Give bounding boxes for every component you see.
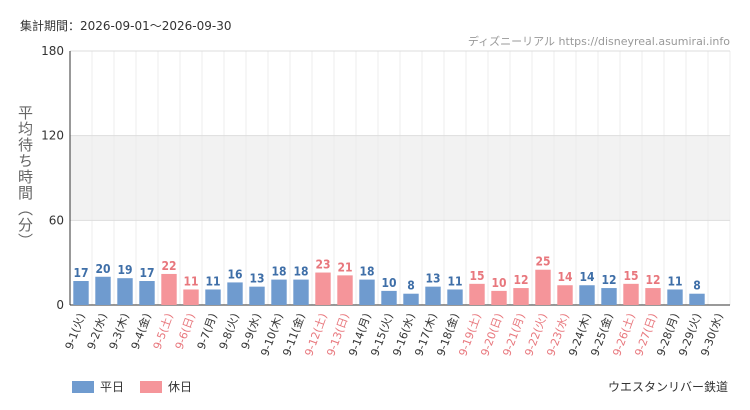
legend: 平日 休日: [72, 378, 192, 395]
y-tick-label: 0: [56, 298, 64, 312]
bar: [95, 276, 111, 305]
data-label: 20: [95, 262, 110, 276]
bar: [535, 269, 551, 305]
data-label: 8: [693, 279, 701, 293]
data-label: 11: [183, 274, 198, 288]
bar: [315, 272, 331, 305]
y-tick-label: 120: [41, 129, 64, 143]
data-label: 14: [579, 270, 595, 284]
data-label: 18: [271, 265, 286, 279]
attraction-name: ウエスタンリバー鉄道: [607, 380, 728, 394]
data-label: 12: [601, 273, 616, 287]
bar: [161, 273, 177, 305]
data-label: 17: [73, 266, 88, 280]
x-tick-label: 9-5(土): [151, 312, 176, 352]
data-label: 18: [359, 265, 374, 279]
bar: [293, 279, 309, 305]
bar: [271, 279, 287, 305]
bar: [425, 286, 441, 305]
data-label: 25: [535, 255, 550, 269]
bar: [557, 285, 573, 305]
source-label: ディズニーリアル https://disneyreal.asumirai.inf…: [467, 35, 730, 48]
data-label: 13: [425, 272, 440, 286]
bar: [645, 288, 661, 305]
bar: [403, 293, 419, 305]
bar: [447, 289, 463, 305]
data-label: 19: [117, 263, 132, 277]
x-tick-label: 9-3(木): [107, 312, 132, 352]
data-label: 15: [469, 269, 484, 283]
data-label: 10: [491, 276, 506, 290]
data-label: 11: [447, 274, 462, 288]
bar: [359, 279, 375, 305]
data-label: 21: [337, 260, 352, 274]
bar: [249, 286, 265, 305]
bar: [579, 285, 595, 305]
data-label: 14: [557, 270, 573, 284]
x-tick-label: 9-1(火): [63, 312, 88, 352]
legend-swatch-weekday: [72, 380, 94, 393]
data-label: 23: [315, 258, 330, 272]
bar: [139, 281, 155, 305]
data-label: 18: [293, 265, 308, 279]
legend-item-holiday: 休日: [140, 378, 192, 395]
data-label: 15: [623, 269, 638, 283]
bar: [689, 293, 705, 305]
legend-label-weekday: 平日: [100, 380, 125, 394]
bar: [381, 290, 397, 305]
bar: [667, 289, 683, 305]
data-label: 22: [161, 259, 176, 273]
bar: [183, 289, 199, 305]
bar: [227, 282, 243, 305]
bar: [469, 283, 485, 305]
x-tick-label: 9-8(火): [217, 312, 242, 352]
data-label: 13: [249, 272, 264, 286]
x-tick-label: 9-4(金): [128, 311, 154, 351]
y-axis-label: 平均待ち時間（分）: [16, 105, 34, 249]
data-label: 11: [667, 274, 682, 288]
data-label: 16: [227, 267, 242, 281]
bar: [513, 288, 529, 305]
x-tick-label: 9-6(日): [173, 312, 198, 352]
x-tick-label: 9-9(水): [239, 312, 264, 352]
bar: [491, 290, 507, 305]
legend-item-weekday: 平日: [72, 378, 124, 395]
data-label: 10: [381, 276, 396, 290]
data-label: 12: [513, 273, 528, 287]
x-tick-label: 9-7(月): [195, 312, 220, 352]
period-label: 集計期間：2026-09-01～2026-09-30: [20, 19, 232, 33]
data-label: 17: [139, 266, 154, 280]
bar: [623, 283, 639, 305]
y-tick-label: 60: [49, 213, 64, 227]
data-label: 11: [205, 274, 220, 288]
y-tick-label: 180: [41, 44, 64, 58]
data-label: 12: [645, 273, 660, 287]
bar: [601, 288, 617, 305]
data-label: 8: [407, 279, 415, 293]
legend-swatch-holiday: [140, 380, 163, 393]
bar: [117, 278, 133, 305]
legend-label-holiday: 休日: [168, 380, 193, 394]
bar: [73, 281, 89, 305]
bar: [337, 275, 353, 305]
bar: [205, 289, 221, 305]
x-tick-label: 9-2(水): [85, 312, 110, 352]
